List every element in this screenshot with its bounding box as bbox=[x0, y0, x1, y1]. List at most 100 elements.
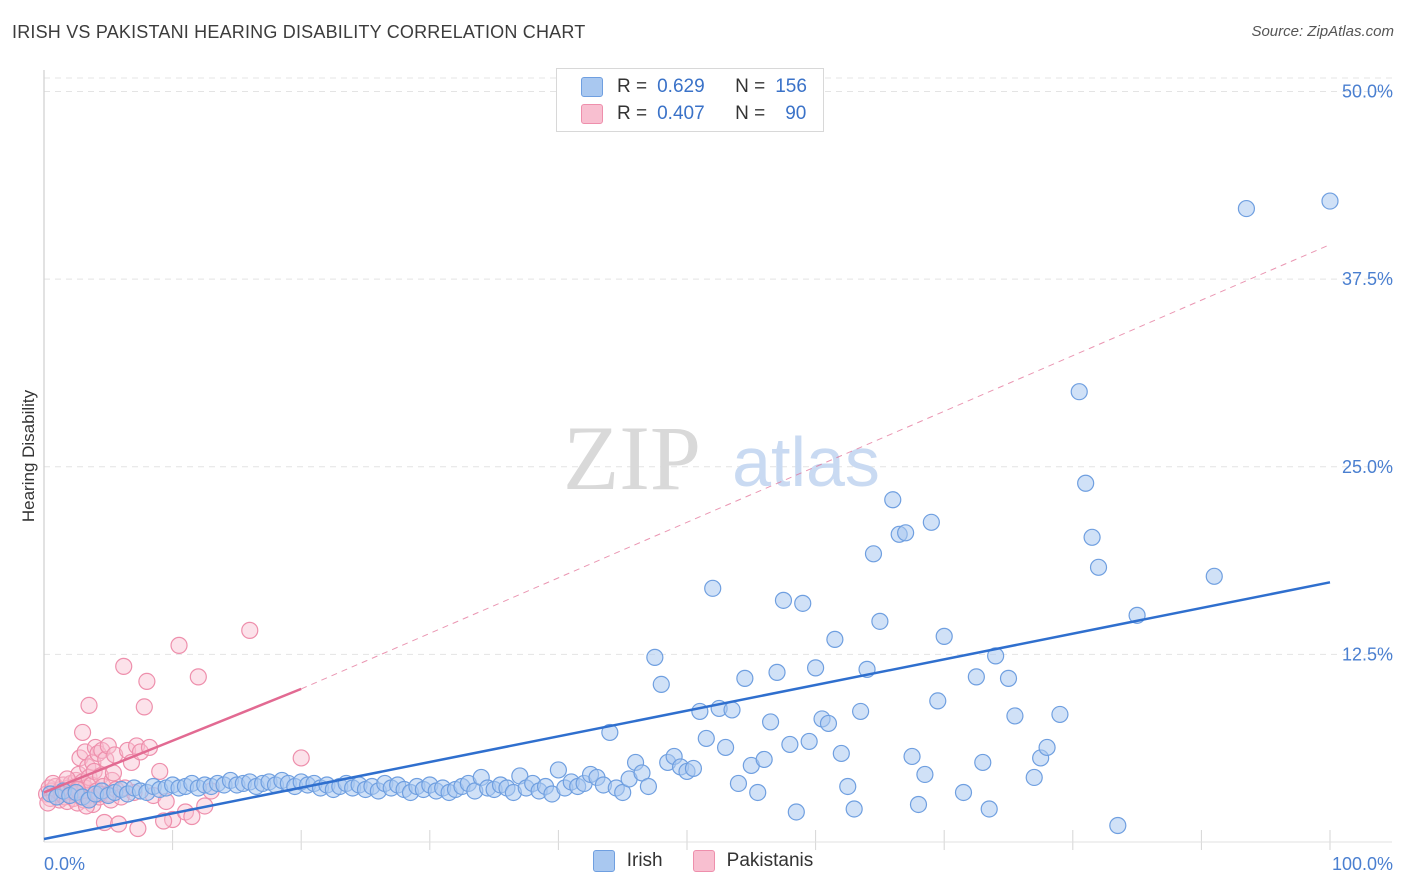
irish-point bbox=[1205, 567, 1223, 585]
irish-point bbox=[922, 513, 940, 531]
watermark: ZIP atlas bbox=[563, 407, 880, 509]
pakistani-point bbox=[241, 621, 259, 639]
watermark-atlas: atlas bbox=[732, 423, 880, 501]
x-tick-label-min: 0.0% bbox=[44, 854, 85, 874]
y-tick-label: 50.0% bbox=[1342, 82, 1393, 102]
chart-title: IRISH VS PAKISTANI HEARING DISABILITY CO… bbox=[12, 22, 586, 42]
irish-point bbox=[716, 738, 735, 757]
legend-item-pakistanis[interactable]: Pakistanis bbox=[692, 850, 814, 872]
y-tick-label: 37.5% bbox=[1342, 269, 1393, 289]
watermark-zip: ZIP bbox=[563, 407, 701, 509]
irish-point bbox=[549, 761, 568, 779]
irish-point bbox=[819, 714, 838, 733]
pakistani-point bbox=[115, 657, 133, 675]
pakistani-point bbox=[151, 762, 169, 781]
irish-point bbox=[852, 702, 870, 721]
irish-legend-label: Irish bbox=[626, 850, 663, 871]
irish-point bbox=[839, 777, 857, 796]
pakistani-point bbox=[292, 749, 310, 767]
pakistanis-legend-swatch bbox=[692, 850, 715, 872]
irish-swatch bbox=[581, 77, 603, 97]
irish-point bbox=[781, 735, 799, 754]
irish-point bbox=[736, 669, 754, 687]
irish-point bbox=[832, 744, 850, 763]
pakistani-point bbox=[80, 696, 98, 715]
irish-points bbox=[41, 192, 1339, 835]
irish-point bbox=[704, 579, 722, 597]
irish-point bbox=[639, 777, 658, 796]
irish-point bbox=[929, 692, 947, 710]
irish-point bbox=[999, 669, 1018, 687]
irish-n-label: N = bbox=[735, 76, 766, 97]
irish-point bbox=[723, 701, 741, 719]
irish-point bbox=[1025, 768, 1043, 787]
irish-r-label: R = bbox=[617, 76, 648, 97]
legend-item-irish[interactable]: Irish bbox=[592, 850, 663, 872]
irish-point bbox=[845, 800, 863, 818]
irish-point bbox=[916, 765, 934, 784]
source-label: Source: ZipAtlas.com bbox=[1251, 23, 1394, 40]
pakistani-point bbox=[99, 737, 117, 755]
irish-point bbox=[601, 723, 619, 742]
x-tick-labels: 0.0% 100.0% bbox=[44, 854, 1393, 874]
irish-point bbox=[974, 753, 992, 772]
pakistani-point bbox=[73, 723, 92, 742]
irish-point bbox=[787, 803, 805, 821]
pakistanis-legend-label: Pakistanis bbox=[726, 850, 814, 871]
irish-point bbox=[967, 668, 985, 686]
irish-point bbox=[749, 783, 767, 802]
irish-point bbox=[774, 591, 793, 609]
irish-point bbox=[646, 648, 664, 666]
pakistani-n-value: 90 bbox=[785, 103, 807, 124]
stats-legend: R = 0.629 N = 156 R = 0.407 N = 90 bbox=[556, 68, 824, 132]
pakistani-point bbox=[189, 668, 207, 686]
y-tick-label: 25.0% bbox=[1342, 457, 1393, 477]
irish-point bbox=[1038, 738, 1056, 757]
pakistani-r-label: R = bbox=[617, 103, 648, 124]
pakistani-r-value: 0.407 bbox=[657, 103, 705, 124]
pakistani-n-label: N = bbox=[735, 103, 766, 124]
irish-point bbox=[1109, 816, 1127, 835]
irish-point bbox=[794, 594, 812, 612]
irish-point bbox=[729, 774, 748, 793]
gridlines bbox=[44, 77, 1392, 655]
irish-point bbox=[864, 545, 883, 563]
irish-point bbox=[897, 524, 915, 542]
series-legend: Irish Pakistanis bbox=[0, 850, 1406, 872]
pakistani-point bbox=[129, 819, 147, 838]
irish-point bbox=[935, 627, 953, 645]
irish-point bbox=[768, 663, 786, 681]
irish-trend-line bbox=[43, 581, 1331, 841]
x-tick-marks bbox=[172, 830, 1331, 850]
irish-point bbox=[1089, 558, 1108, 576]
y-axis-label: Hearing Disability bbox=[19, 389, 38, 522]
irish-point bbox=[903, 747, 921, 766]
irish-point bbox=[871, 612, 889, 630]
irish-point bbox=[1237, 199, 1256, 218]
irish-point bbox=[884, 491, 902, 509]
pakistani-point bbox=[170, 636, 188, 654]
irish-point bbox=[761, 713, 780, 731]
irish-point bbox=[909, 795, 928, 814]
trend-lines bbox=[43, 244, 1331, 841]
irish-r-value: 0.629 bbox=[657, 76, 705, 97]
pakistani-swatch bbox=[581, 104, 603, 124]
irish-point bbox=[755, 750, 773, 769]
legend-row-pakistani: R = 0.407 N = 90 bbox=[581, 101, 806, 127]
irish-point bbox=[806, 659, 825, 677]
irish-point bbox=[1077, 474, 1095, 492]
pakistani-trend-line bbox=[43, 687, 302, 794]
irish-n-value: 156 bbox=[775, 76, 807, 97]
y-tick-label: 12.5% bbox=[1342, 644, 1393, 664]
irish-point bbox=[954, 783, 973, 802]
irish-point bbox=[826, 630, 844, 648]
legend-row-irish: R = 0.629 N = 156 bbox=[581, 74, 807, 100]
irish-legend-swatch bbox=[592, 850, 615, 872]
pakistani-point bbox=[135, 698, 153, 716]
irish-point bbox=[652, 675, 670, 693]
irish-point bbox=[1321, 192, 1339, 210]
pakistani-point bbox=[138, 672, 156, 690]
irish-point bbox=[1051, 705, 1069, 724]
irish-point bbox=[1070, 383, 1088, 401]
